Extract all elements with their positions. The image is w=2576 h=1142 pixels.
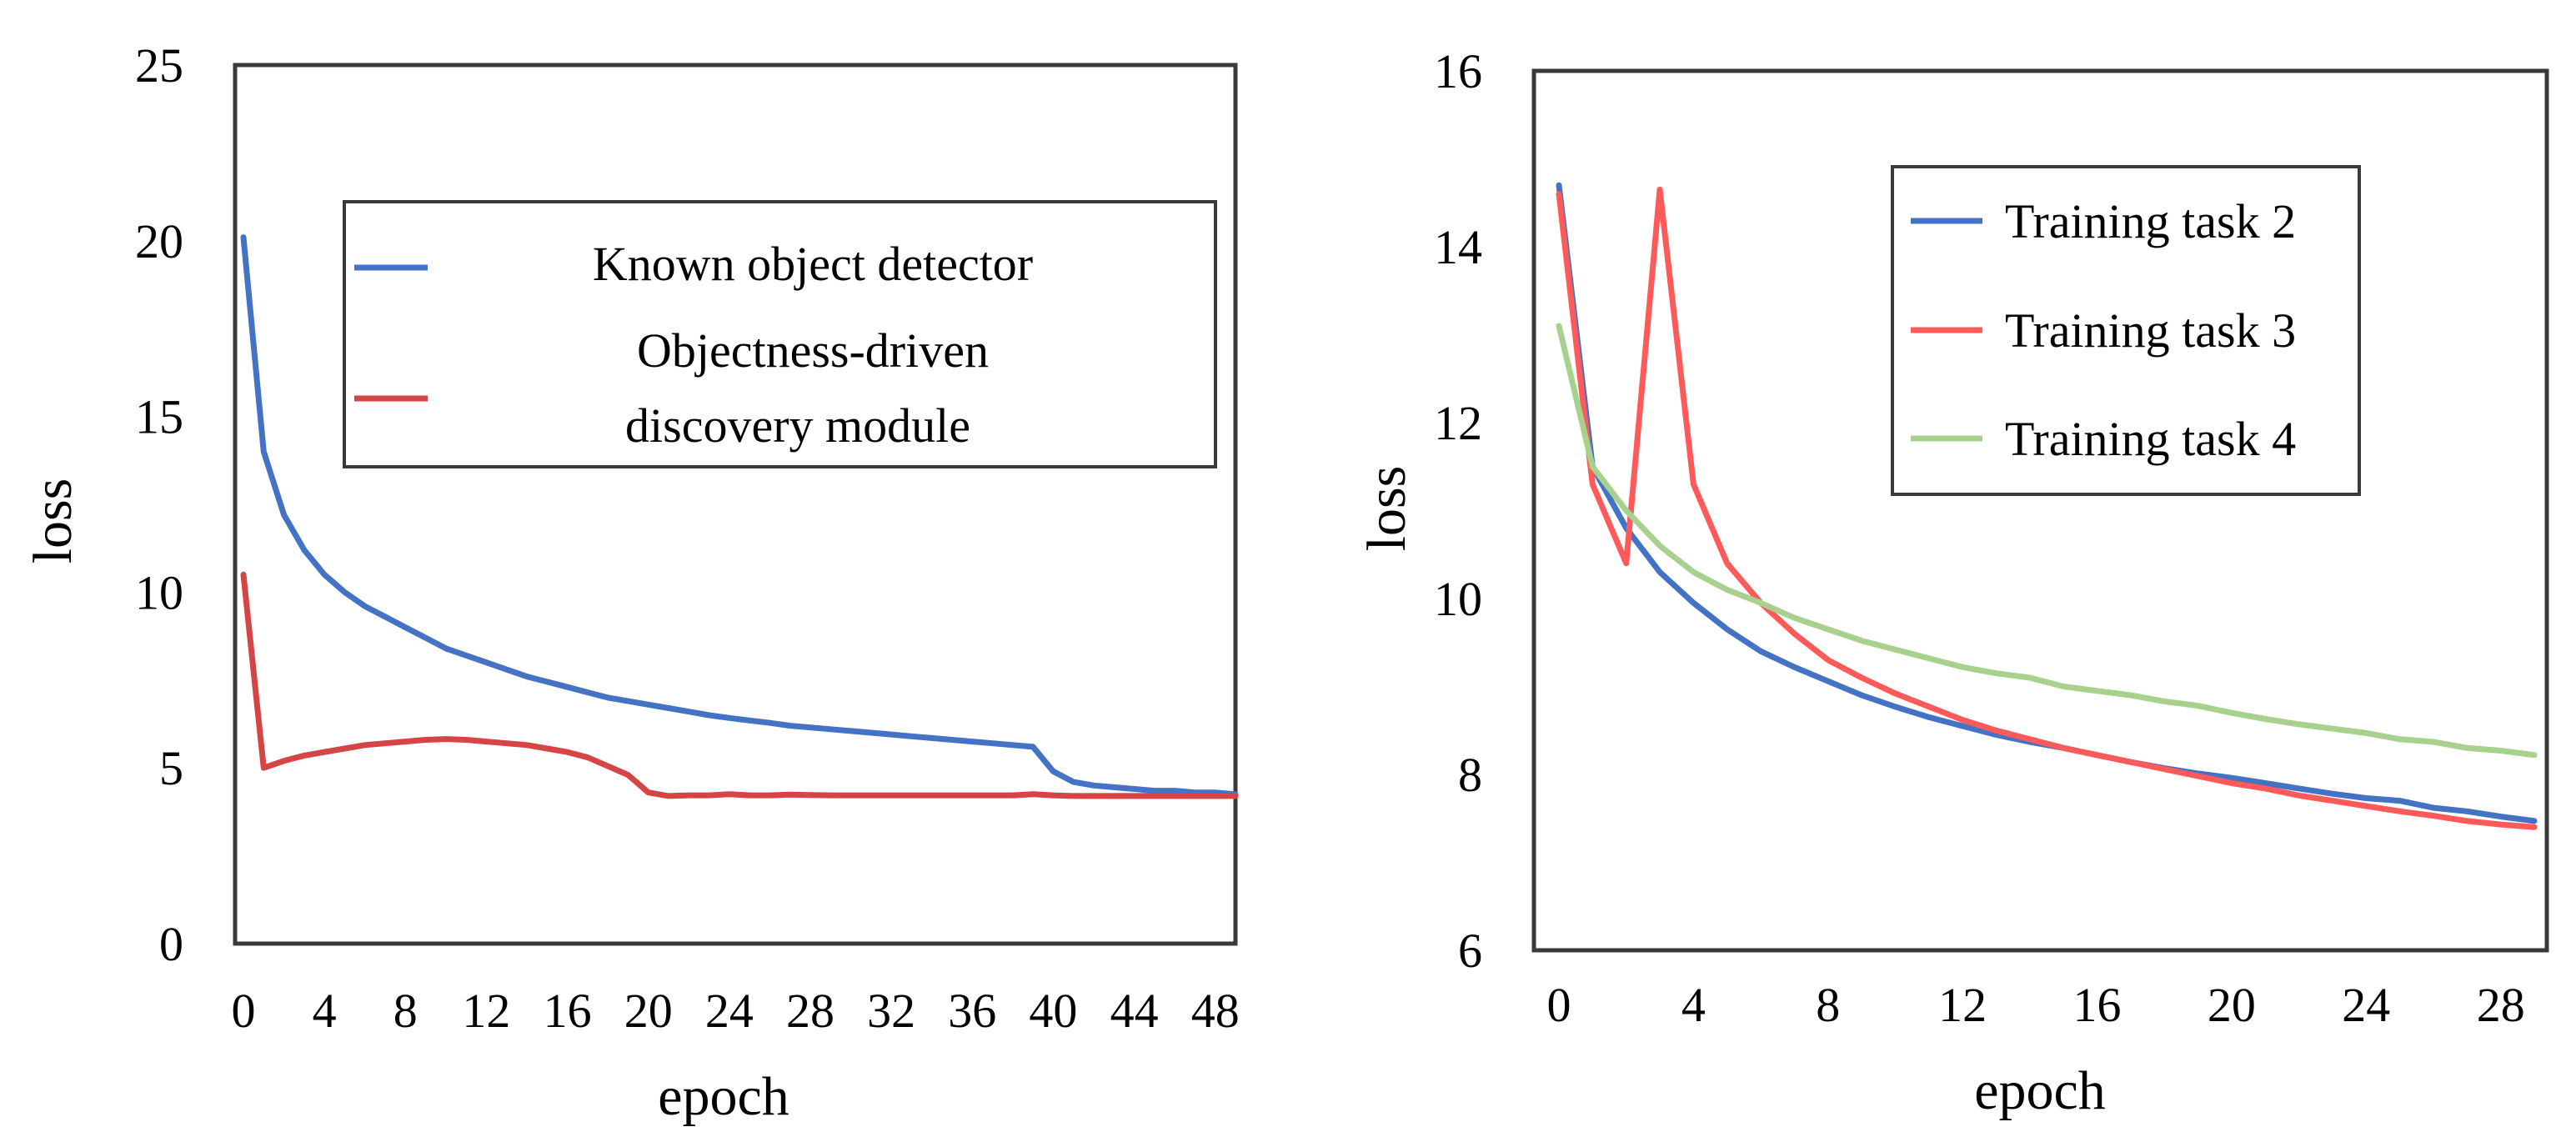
right-y-tick-label-14: 14 bbox=[1434, 220, 1482, 274]
right-x-tick-label-4: 4 bbox=[1681, 978, 1706, 1032]
legend-label-discovery-module: discovery module bbox=[625, 398, 970, 453]
right-x-tick-labels: 0 4 8 12 16 20 24 28 bbox=[1547, 978, 2525, 1032]
left-x-tick-label-24: 24 bbox=[705, 984, 754, 1038]
left-x-tick-label-20: 20 bbox=[624, 984, 673, 1038]
left-y-tick-labels: 0 5 10 15 20 25 bbox=[135, 38, 183, 971]
left-x-tick-label-32: 32 bbox=[867, 984, 915, 1038]
left-x-tick-label-0: 0 bbox=[232, 984, 256, 1038]
left-y-tick-label-25: 25 bbox=[135, 38, 183, 93]
right-plot-frame bbox=[1531, 68, 2549, 953]
series-line-known-object-detector bbox=[240, 234, 1239, 798]
series-line-objectness-driven-discovery-module bbox=[240, 571, 1239, 799]
left-y-axis-title: loss bbox=[23, 478, 83, 564]
right-y-tick-label-8: 8 bbox=[1458, 748, 1482, 802]
right-x-tick-label-28: 28 bbox=[2477, 978, 2525, 1032]
right-series-layer bbox=[1556, 182, 2538, 830]
left-x-tick-label-28: 28 bbox=[786, 984, 834, 1038]
left-plot-frame bbox=[233, 63, 1238, 946]
right-x-tick-label-12: 12 bbox=[1938, 978, 1987, 1032]
left-legend-box bbox=[343, 200, 1217, 468]
legend-label-objectness-driven: Objectness-driven bbox=[637, 323, 989, 378]
left-x-tick-label-12: 12 bbox=[462, 984, 510, 1038]
left-x-tick-label-4: 4 bbox=[313, 984, 337, 1038]
left-x-tick-label-48: 48 bbox=[1191, 984, 1240, 1038]
left-x-tick-label-44: 44 bbox=[1110, 984, 1159, 1038]
right-y-tick-label-6: 6 bbox=[1458, 924, 1482, 978]
left-x-tick-label-16: 16 bbox=[544, 984, 592, 1038]
left-series-layer bbox=[240, 234, 1239, 799]
left-x-tick-labels: 0 4 8 12 16 20 24 28 32 36 40 44 48 bbox=[232, 984, 1240, 1038]
legend-label-training-task-4: Training task 4 bbox=[2005, 412, 2296, 466]
left-y-tick-label-10: 10 bbox=[135, 565, 183, 619]
right-x-tick-label-16: 16 bbox=[2073, 978, 2122, 1032]
right-x-tick-label-24: 24 bbox=[2342, 978, 2390, 1032]
right-y-tick-label-10: 10 bbox=[1434, 572, 1482, 626]
left-y-tick-label-15: 15 bbox=[135, 390, 183, 444]
right-loss-chart: 0 4 8 12 16 20 24 28 6 8 10 12 14 16 epoch loss Trai… bbox=[1356, 44, 2549, 1121]
legend-label-training-task-2: Training task 2 bbox=[2005, 194, 2296, 248]
right-x-tick-label-20: 20 bbox=[2208, 978, 2256, 1032]
left-y-tick-label-0: 0 bbox=[159, 917, 183, 971]
left-x-tick-label-8: 8 bbox=[393, 984, 418, 1038]
series-line-training-task-3 bbox=[1556, 186, 2538, 830]
left-y-tick-label-5: 5 bbox=[159, 741, 183, 795]
left-legend: Known object detector Objectness-driven … bbox=[343, 200, 1217, 468]
right-y-tick-label-12: 12 bbox=[1434, 396, 1482, 450]
right-x-tick-label-8: 8 bbox=[1816, 978, 1840, 1032]
legend-label-training-task-3: Training task 3 bbox=[2005, 303, 2296, 358]
left-x-tick-label-40: 40 bbox=[1029, 984, 1077, 1038]
right-y-tick-labels: 6 8 10 12 14 16 bbox=[1434, 44, 1482, 978]
right-y-tick-label-16: 16 bbox=[1434, 44, 1482, 98]
left-x-tick-label-36: 36 bbox=[948, 984, 996, 1038]
right-legend: Training task 2 Training task 3 Training… bbox=[1891, 165, 2361, 496]
series-line-training-task-4 bbox=[1556, 323, 2538, 759]
right-y-axis-title: loss bbox=[1356, 466, 1417, 552]
right-x-axis-title: epoch bbox=[1974, 1060, 2106, 1121]
left-x-axis-title: epoch bbox=[658, 1066, 789, 1127]
right-x-tick-label-0: 0 bbox=[1547, 978, 1571, 1032]
left-y-tick-label-20: 20 bbox=[135, 214, 183, 268]
legend-label-known-object-detector: Known object detector bbox=[593, 237, 1033, 291]
